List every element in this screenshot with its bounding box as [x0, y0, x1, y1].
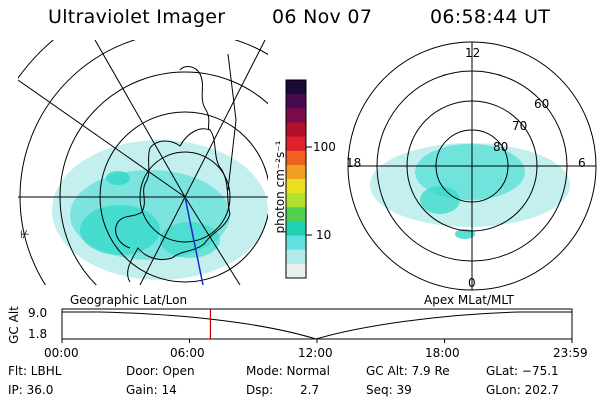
info-dsp-label: Dsp:: [246, 383, 274, 397]
info-door: Door: Open: [126, 364, 195, 378]
colorbar-band: [286, 94, 306, 109]
colorbar-band: [286, 136, 306, 152]
info-gain: Gain: 14: [126, 383, 177, 397]
orbit-track: [184, 196, 204, 285]
info-ip: IP: 36.0: [8, 383, 54, 397]
mlt-label-12: 12: [465, 46, 481, 60]
info-seq: Seq: 39: [366, 383, 412, 397]
lat-label-60: 60: [534, 97, 550, 111]
geographic-label: Geographic Lat/Lon: [70, 293, 188, 307]
colorbar-band: [286, 179, 306, 194]
info-gc-alt: GC Alt: 7.9 Re: [366, 364, 450, 378]
colorbar-band: [286, 249, 306, 265]
mlt-label-6: 6: [578, 156, 586, 170]
colorbar-tick-100: 100: [313, 140, 336, 154]
time-tick-0600: 06:00: [170, 346, 205, 360]
info-dsp-value: 2.7: [300, 383, 320, 397]
instrument-name: Ultraviolet Imager: [48, 6, 226, 28]
colorbar-band: [286, 108, 306, 123]
lat-label-70: 70: [512, 119, 528, 133]
colorbar-band: [286, 193, 306, 208]
geographic-map-content: ⊬: [18, 40, 268, 285]
coastline: [115, 53, 237, 283]
observation-time: 06:58:44 UT: [430, 6, 551, 28]
colorbar-band: [286, 164, 306, 180]
info-mode: Mode: Normal: [246, 364, 330, 378]
time-tick-1200: 12:00: [298, 346, 333, 360]
svg-text:⊬: ⊬: [20, 228, 30, 241]
mlt-label-18: 18: [346, 156, 362, 170]
colorbar-band: [286, 235, 306, 251]
observation-date: 06 Nov 07: [272, 6, 373, 28]
colorbar-band: [286, 263, 306, 279]
colorbar-band: [286, 221, 306, 237]
lat-label-80: 80: [493, 140, 509, 154]
colorbar-band: [286, 80, 306, 95]
colorbar-band: [286, 207, 306, 222]
info-glon: GLon: 202.7: [486, 383, 559, 397]
colorbar-band: [286, 122, 306, 138]
colorbar-tick-10: 10: [316, 228, 332, 242]
altitude-curve: [62, 311, 572, 340]
apex-label: Apex MLat/MLT: [424, 293, 514, 307]
altitude-ylabel: GC Alt: [7, 306, 21, 344]
mlt-label-0: 0: [468, 276, 476, 290]
time-tick-0000: 00:00: [44, 346, 79, 360]
colorbar-band: [286, 150, 306, 166]
info-glat: GLat: −75.1: [486, 364, 559, 378]
altitude-ytick-1: 1.8: [28, 327, 48, 341]
info-filter: Flt: LBHL: [8, 364, 62, 378]
time-tick-1800: 18:00: [425, 346, 460, 360]
altitude-ytick-9: 9.0: [28, 306, 48, 320]
time-tick-2359: 23:59: [553, 346, 588, 360]
